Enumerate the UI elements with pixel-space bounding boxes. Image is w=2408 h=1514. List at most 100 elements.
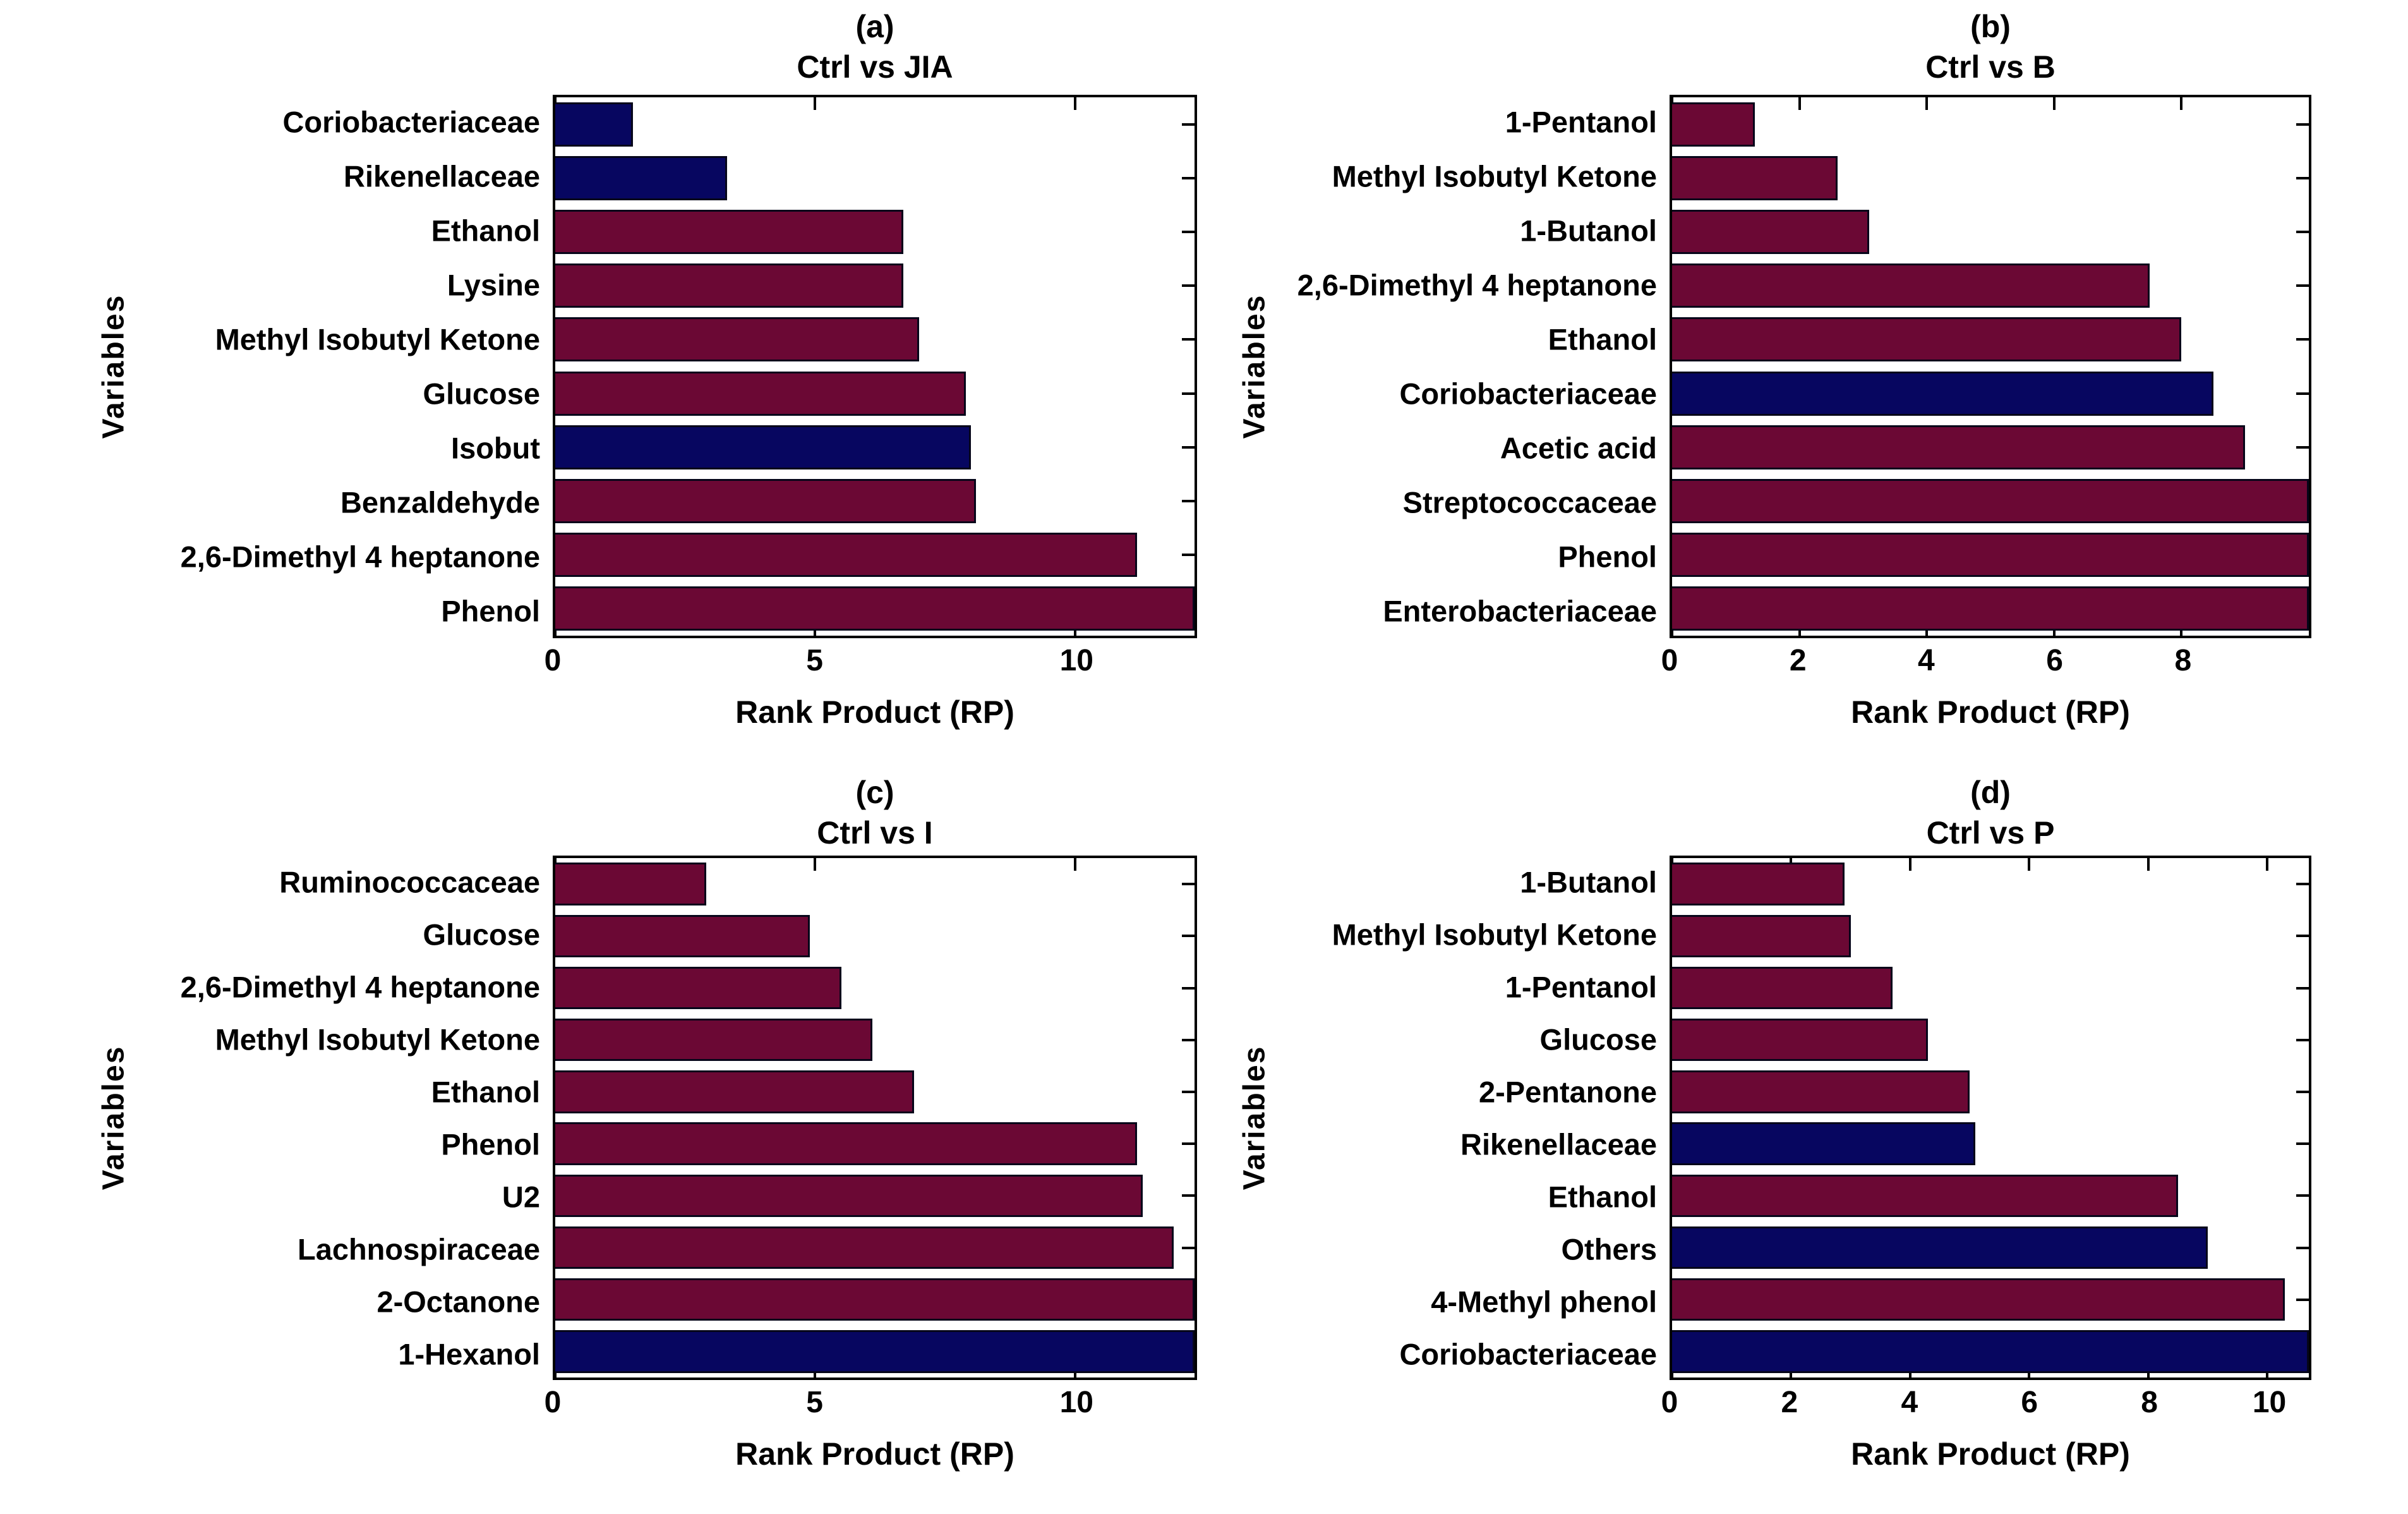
bar-row	[555, 420, 1195, 474]
bar-row	[1672, 1221, 2309, 1273]
chart-panel-a: (a) Ctrl vs JIA Variables Coriobacteriac…	[0, 0, 1204, 757]
bar	[1672, 155, 1838, 200]
x-tick-mark-top	[1925, 97, 1929, 110]
bar	[1672, 966, 1893, 1010]
y-tick-mark	[2296, 392, 2309, 395]
bar-row	[1672, 259, 2309, 313]
bar-row	[555, 910, 1195, 962]
x-tick-mark-top	[2146, 858, 2150, 871]
bar-row	[1672, 420, 2309, 474]
category-label: 2,6-Dimethyl 4 heptanone	[180, 970, 540, 1003]
bar	[555, 317, 919, 362]
x-tick-mark-top	[1798, 97, 1801, 110]
bar-row	[1672, 582, 2309, 636]
x-tick-mark-top	[2052, 97, 2056, 110]
bar-row	[555, 205, 1195, 258]
bar	[555, 914, 810, 957]
chart-panel-c: (c) Ctrl vs I Variables Ruminococcaceae G…	[0, 757, 1204, 1514]
bar	[555, 479, 977, 523]
category-label: Methyl Isobutyl Ketone	[215, 322, 540, 356]
category-label: 1-Hexanol	[398, 1337, 540, 1371]
bar	[555, 1226, 1174, 1269]
y-tick-mark	[2296, 1298, 2309, 1301]
bar	[555, 155, 727, 200]
x-tick-label: 2	[1781, 1386, 1798, 1419]
bar	[1672, 533, 2309, 578]
bar	[555, 1330, 1195, 1373]
bar	[555, 966, 841, 1010]
y-tick-mark	[2296, 176, 2309, 179]
bar-row	[1672, 1274, 2309, 1326]
category-label: 1-Butanol	[1520, 865, 1657, 899]
bar-row	[555, 1118, 1195, 1170]
category-label: Coriobacteriaceae	[1399, 377, 1657, 411]
y-tick-mark	[2296, 935, 2309, 938]
panel-title: Ctrl vs P	[1926, 815, 2055, 851]
bar	[555, 263, 904, 308]
category-label: Methyl Isobutyl Ketone	[1332, 159, 1657, 193]
category-label: Ethanol	[1548, 322, 1657, 356]
bar-row	[555, 1326, 1195, 1378]
bar	[1672, 1070, 1970, 1113]
y-tick-mark	[2296, 231, 2309, 233]
bar-row	[555, 962, 1195, 1014]
bar-row	[1672, 1118, 2309, 1170]
x-tick-label: 0	[1661, 1386, 1678, 1419]
category-label: 2-Octanone	[376, 1285, 540, 1318]
bar-row	[1672, 313, 2309, 366]
bar	[1672, 479, 2309, 523]
bar-row	[1672, 205, 2309, 258]
panel-letter-label: (b)	[1970, 9, 2011, 44]
bar	[555, 425, 972, 469]
plot-area	[1670, 95, 2311, 638]
category-label: 4-Methyl phenol	[1431, 1285, 1657, 1318]
category-label: 1-Pentanol	[1505, 970, 1657, 1003]
x-tick-label: 6	[2021, 1386, 2038, 1419]
category-labels: 1-Butanol Methyl Isobutyl Ketone 1-Pentano…	[1204, 856, 1657, 1380]
bar	[555, 1122, 1138, 1165]
y-tick-mark	[1182, 883, 1195, 886]
y-tick-mark	[1182, 231, 1195, 233]
category-labels: 1-Pentanol Methyl Isobutyl Ketone 1-Butano…	[1204, 95, 1657, 638]
y-tick-mark	[1182, 284, 1195, 288]
bar-row	[555, 1066, 1195, 1118]
bar	[1672, 317, 2182, 362]
y-tick-mark	[1182, 123, 1195, 126]
bar-row	[1672, 1066, 2309, 1118]
category-label: Glucose	[423, 377, 540, 411]
panel-title: Ctrl vs I	[817, 815, 933, 851]
panel-letter-label: (c)	[855, 775, 894, 810]
bar-row	[555, 97, 1195, 151]
category-label: Rikenellaceae	[344, 159, 540, 193]
category-label: Benzaldehyde	[340, 485, 540, 519]
x-tick-label: 10	[1059, 1386, 1093, 1419]
x-tick-label: 5	[806, 644, 823, 677]
category-label: Ethanol	[431, 1075, 540, 1108]
category-label: Others	[1561, 1232, 1658, 1266]
category-label: Rikenellaceae	[1460, 1127, 1657, 1161]
y-tick-mark	[1182, 935, 1195, 938]
bar	[1672, 586, 2309, 631]
bar-row	[555, 582, 1195, 636]
x-tick-mark-top	[2028, 858, 2031, 871]
bar-row	[1672, 1014, 2309, 1066]
chart-panel-d: (d) Ctrl vs P Variables 1-Butanol Methyl …	[1204, 757, 2408, 1514]
x-tick-label: 5	[806, 1386, 823, 1419]
bar	[1672, 914, 1851, 957]
x-tick-label: 0	[544, 1386, 562, 1419]
category-label: Phenol	[441, 1127, 540, 1161]
bar-row	[555, 151, 1195, 205]
bar-row	[555, 528, 1195, 582]
x-tick-label: 10	[2252, 1386, 2287, 1419]
bar-row	[555, 858, 1195, 910]
bar-row	[555, 366, 1195, 420]
bar	[1672, 371, 2213, 416]
bar-row	[555, 313, 1195, 366]
y-tick-mark	[1182, 500, 1195, 502]
bar	[555, 1018, 872, 1062]
bar	[1672, 1330, 2309, 1373]
y-tick-mark	[2296, 1142, 2309, 1146]
x-tick-label: 0	[544, 644, 562, 677]
category-label: Isobut	[451, 431, 540, 465]
bar	[1672, 1174, 2178, 1217]
